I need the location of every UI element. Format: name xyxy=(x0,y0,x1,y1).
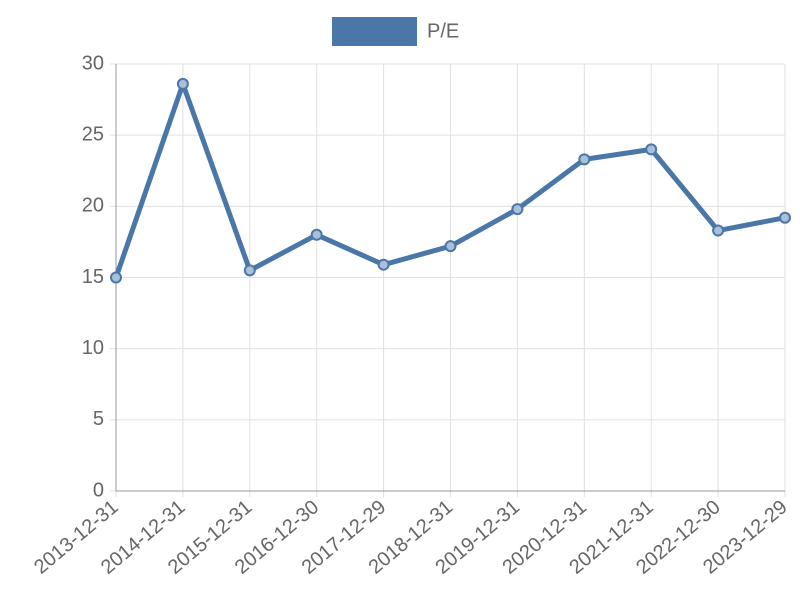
point xyxy=(444,240,457,253)
y-tick-label: 10 xyxy=(82,337,104,359)
y-tick-label: 15 xyxy=(82,266,104,288)
point xyxy=(645,143,658,156)
point xyxy=(511,203,524,216)
point xyxy=(377,258,390,271)
legend-label: P/E xyxy=(427,20,459,42)
point xyxy=(176,77,189,90)
y-tick-label: 0 xyxy=(93,479,104,501)
y-tick-label: 25 xyxy=(82,123,104,145)
point xyxy=(243,264,256,277)
point xyxy=(578,153,591,166)
point xyxy=(110,271,122,284)
point xyxy=(712,224,725,237)
y-tick-label: 30 xyxy=(82,52,104,74)
legend-swatch xyxy=(332,17,417,46)
point xyxy=(310,228,323,241)
y-tick-label: 20 xyxy=(82,195,104,217)
y-tick-label: 5 xyxy=(93,408,104,430)
point xyxy=(779,211,791,224)
